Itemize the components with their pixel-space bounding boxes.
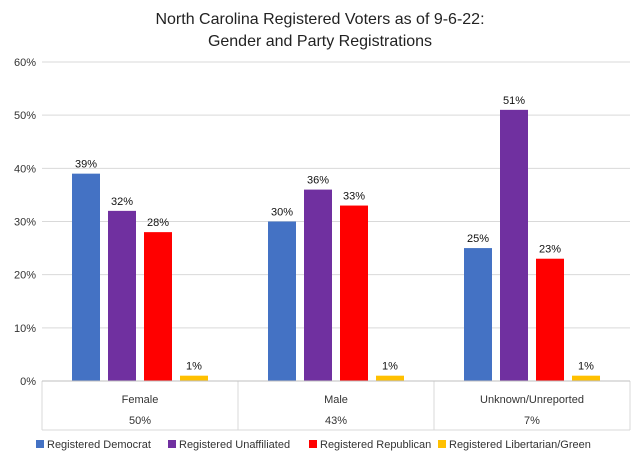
data-label: 30% <box>271 207 293 219</box>
category-share-label: 43% <box>325 415 347 427</box>
legend-label: Registered Libertarian/Green <box>449 439 591 451</box>
data-label: 36% <box>307 175 329 187</box>
data-label: 1% <box>382 361 398 373</box>
category-share-label: 50% <box>129 415 151 427</box>
bar <box>304 189 332 381</box>
data-label: 28% <box>147 217 169 229</box>
y-tick-label: 0% <box>20 376 36 388</box>
legend: Registered Democrat Registered Unaffiliat… <box>36 439 591 451</box>
bar <box>268 221 296 381</box>
bar <box>572 375 600 381</box>
y-tick-label: 40% <box>14 163 36 175</box>
y-tick-label: 50% <box>14 110 36 122</box>
y-tick-label: 30% <box>14 217 36 229</box>
data-label: 1% <box>578 361 594 373</box>
bar <box>180 375 208 381</box>
legend-label: Registered Democrat <box>47 439 151 451</box>
bar <box>536 258 564 381</box>
y-tick-label: 60% <box>14 57 36 69</box>
data-label: 23% <box>539 244 561 256</box>
data-label: 32% <box>111 196 133 208</box>
data-label: 39% <box>75 159 97 171</box>
legend-label: Registered Unaffiliated <box>179 439 290 451</box>
data-labels: 39% 32% 28% 1% 30% 36% 33% 1% 25% 51% 23% 1% <box>75 95 594 373</box>
bar <box>72 173 100 381</box>
data-label: 51% <box>503 95 525 107</box>
y-tick-label: 20% <box>14 270 36 282</box>
x-tick-label: Female <box>122 394 159 406</box>
bar <box>108 210 136 381</box>
legend-swatch <box>309 440 317 448</box>
legend-label: Registered Republican <box>320 439 431 451</box>
bar <box>144 232 172 381</box>
category-share-label: 7% <box>524 415 540 427</box>
bar <box>500 109 528 381</box>
y-tick-label: 10% <box>14 323 36 335</box>
bar <box>340 205 368 381</box>
data-label: 25% <box>467 233 489 245</box>
legend-swatch <box>168 440 176 448</box>
x-tick-label: Unknown/Unreported <box>480 394 584 406</box>
data-label: 1% <box>186 361 202 373</box>
x-axis: Female 50% Male 43% Unknown/Unreported 7% <box>41 380 631 431</box>
y-axis: 0% 10% 20% 30% 40% 50% 60% <box>14 57 36 388</box>
legend-swatch <box>438 440 446 448</box>
gridlines <box>42 61 630 382</box>
x-tick-label: Male <box>324 394 348 406</box>
legend-swatch <box>36 440 44 448</box>
chart-title: North Carolina Registered Voters as of 9… <box>155 11 484 28</box>
bars <box>72 109 600 381</box>
bar <box>464 248 492 381</box>
bar <box>376 375 404 381</box>
chart-subtitle: Gender and Party Registrations <box>208 33 432 50</box>
data-label: 33% <box>343 191 365 203</box>
